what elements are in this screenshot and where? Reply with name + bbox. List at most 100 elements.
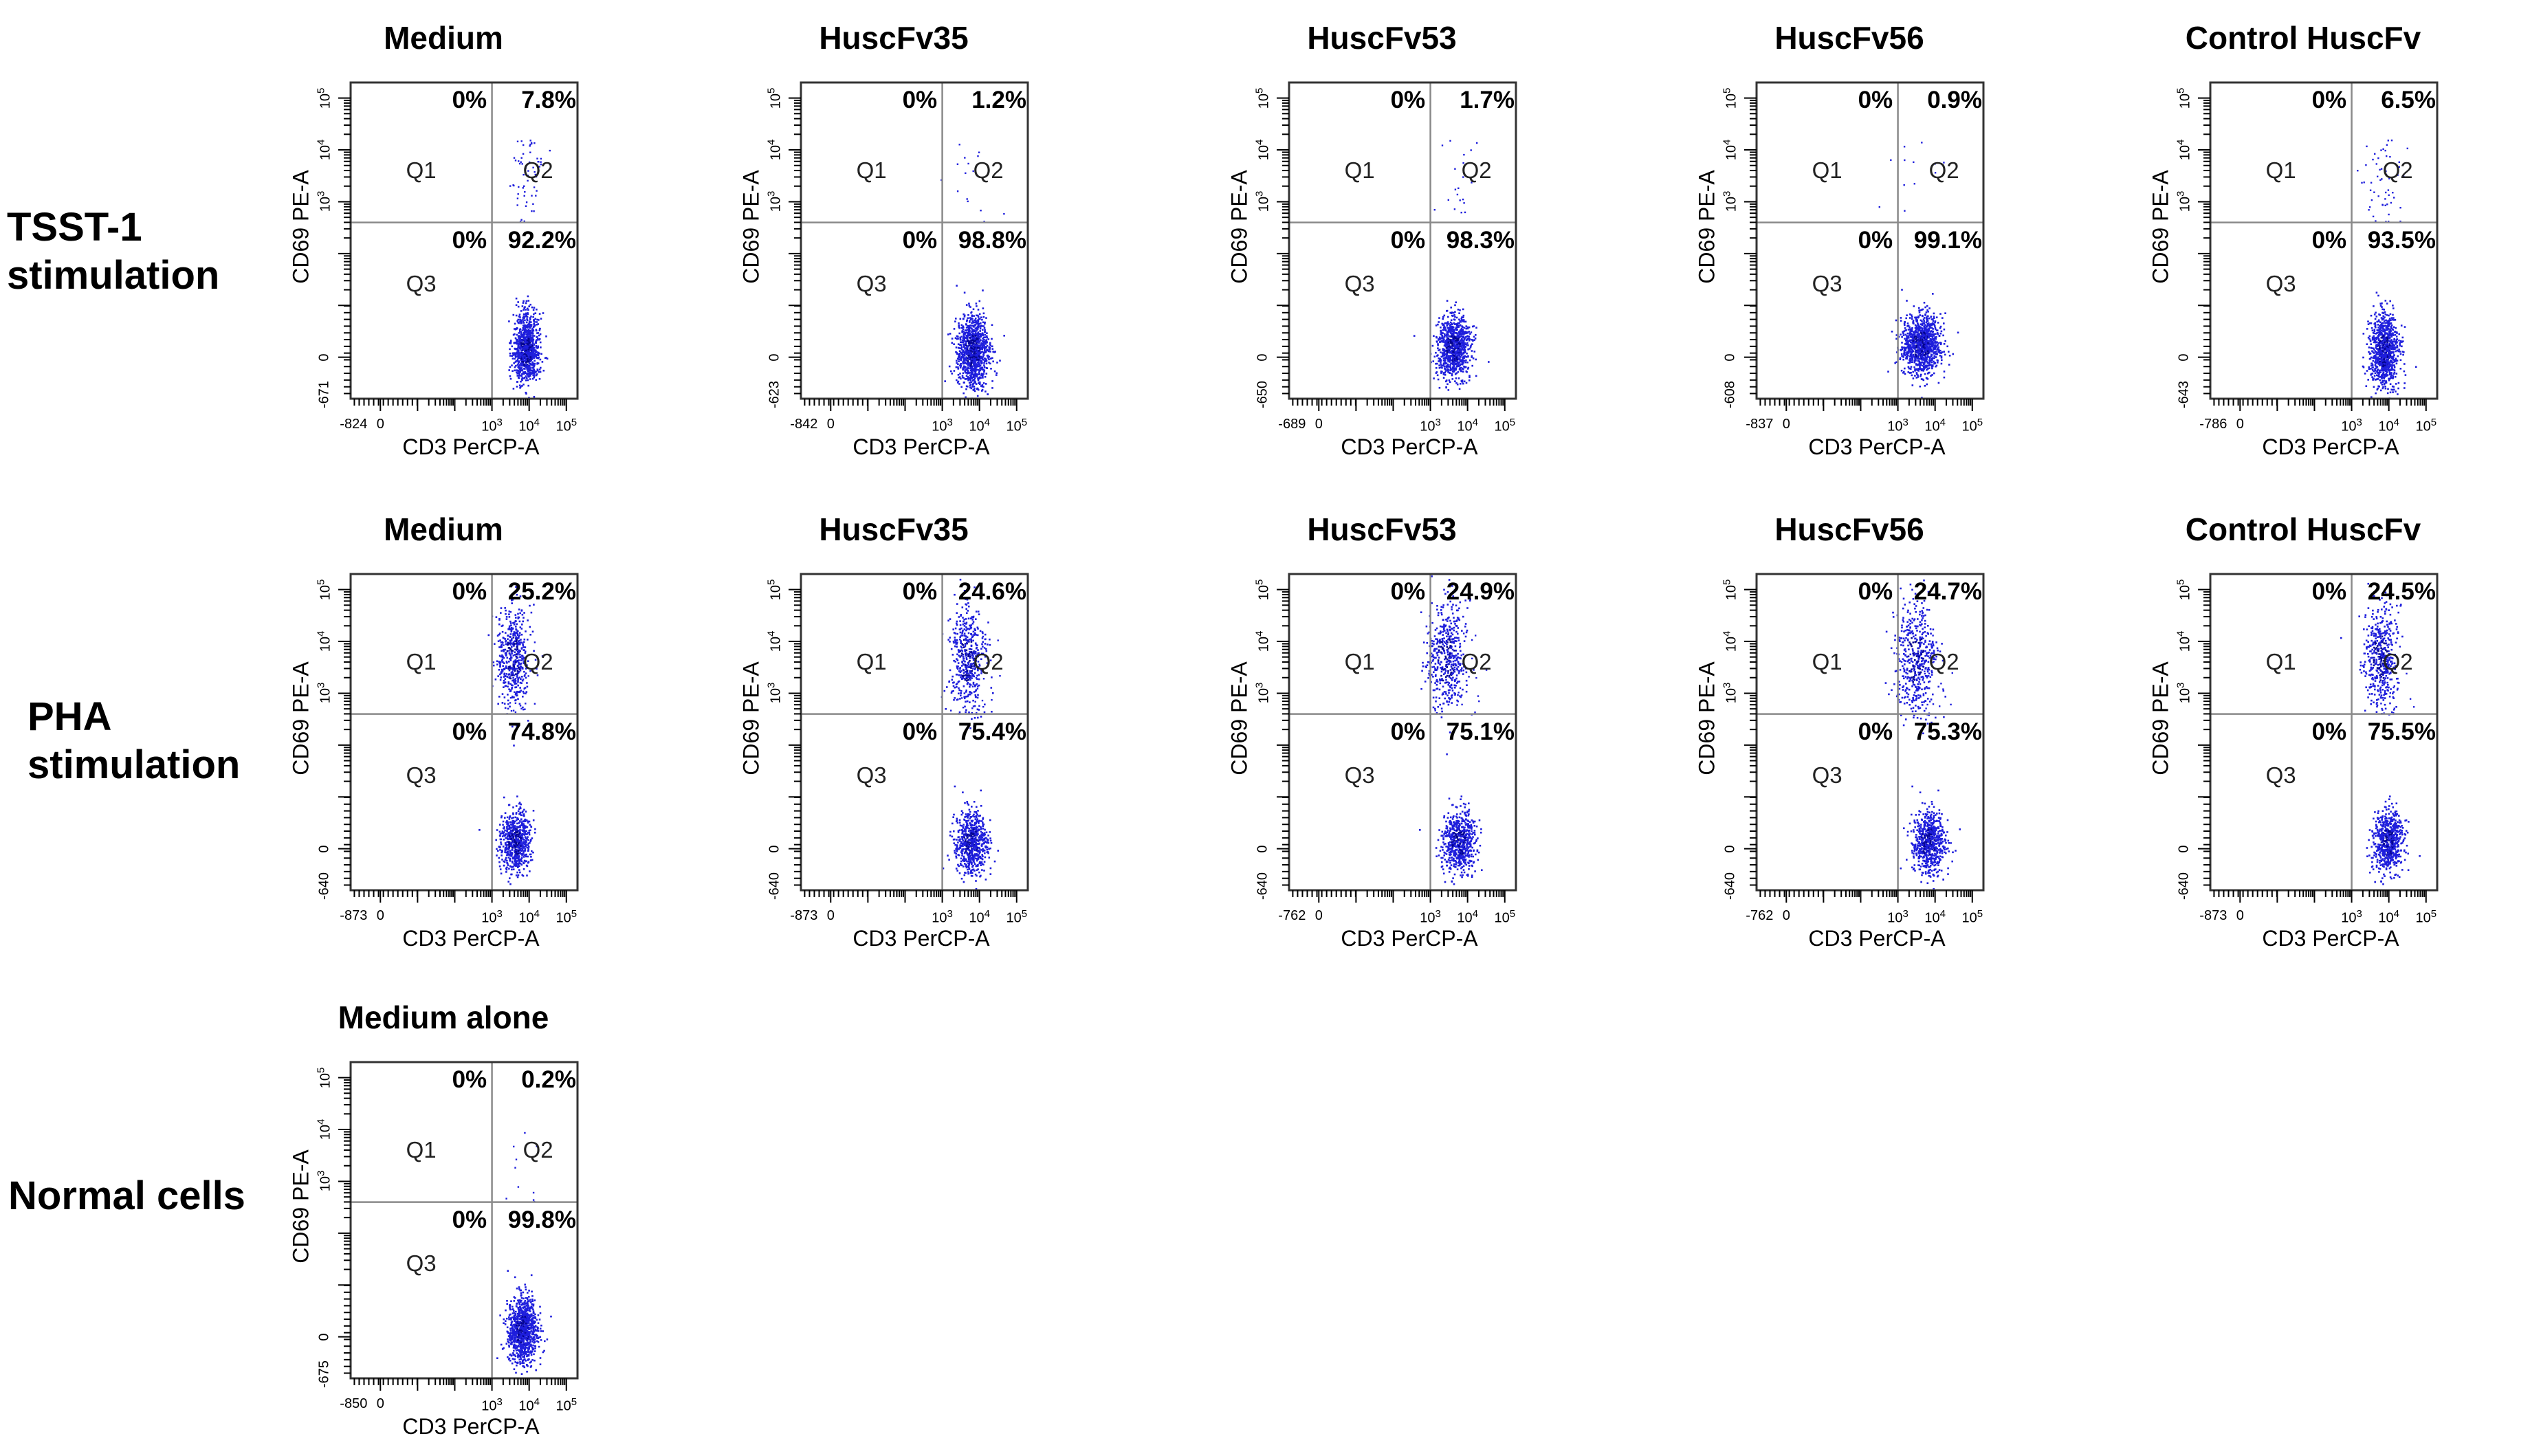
event-dot xyxy=(1442,355,1444,357)
event-dot xyxy=(2385,340,2388,342)
event-dot xyxy=(999,360,1001,362)
event-dot xyxy=(986,344,989,347)
event-dot xyxy=(1458,326,1460,329)
event-dot xyxy=(521,364,523,366)
event-dot xyxy=(1456,338,1458,340)
event-dot xyxy=(1442,377,1445,379)
event-dot xyxy=(1934,172,1937,174)
event-dot xyxy=(1456,340,1459,342)
y-tick-label: 0 xyxy=(1255,353,1270,362)
event-dot xyxy=(2395,342,2397,344)
event-dot xyxy=(1924,347,1926,349)
event-dot xyxy=(1455,316,1458,319)
event-dot xyxy=(2389,313,2392,316)
event-dot xyxy=(2392,348,2395,351)
event-dot xyxy=(1460,359,1462,362)
event-dot xyxy=(515,360,518,362)
event-dot xyxy=(966,349,969,351)
event-dot xyxy=(1458,340,1460,342)
event-dot xyxy=(2382,369,2384,372)
event-dot xyxy=(2403,351,2405,353)
event-dot xyxy=(1448,323,1450,325)
event-dot xyxy=(981,351,984,353)
event-dot xyxy=(980,374,982,377)
event-dot xyxy=(1913,336,1916,338)
x-tick-label: 0 xyxy=(1314,417,1323,432)
event-dot xyxy=(525,357,527,359)
event-dot xyxy=(2396,344,2399,347)
event-dot xyxy=(1450,312,1453,314)
x-tick-label: 105 xyxy=(1961,417,1983,434)
event-dot xyxy=(527,364,529,366)
event-dot xyxy=(2377,356,2379,358)
event-dot xyxy=(980,368,982,370)
event-dot xyxy=(1462,351,1465,354)
event-dot xyxy=(1908,337,1910,339)
event-dot xyxy=(525,302,527,305)
event-dot xyxy=(985,339,988,341)
event-dot xyxy=(1449,140,1451,142)
event-dot xyxy=(974,360,977,362)
event-dot xyxy=(1919,357,1922,360)
event-dot xyxy=(540,318,542,320)
event-dot xyxy=(512,388,515,390)
event-dot xyxy=(1921,320,1923,322)
event-dot xyxy=(976,329,978,331)
event-dot xyxy=(525,324,527,327)
event-dot xyxy=(531,351,534,353)
event-dot xyxy=(528,364,531,367)
event-dot xyxy=(531,377,534,380)
event-dot xyxy=(1924,355,1927,357)
event-dot xyxy=(1464,366,1466,368)
event-dot xyxy=(1935,364,1938,367)
event-dot xyxy=(963,316,966,318)
event-dot xyxy=(532,203,534,205)
event-dot xyxy=(2373,341,2375,344)
event-dot xyxy=(2392,375,2394,377)
event-dot xyxy=(1451,362,1453,364)
event-dot xyxy=(522,364,525,367)
quadrant-q4-percent: 98.3% xyxy=(1446,226,1515,254)
event-dot xyxy=(1908,317,1911,319)
event-dot xyxy=(1911,333,1914,335)
event-dot xyxy=(531,361,534,364)
event-dot xyxy=(1916,328,1918,330)
event-dot xyxy=(1458,312,1460,314)
event-dot xyxy=(1464,331,1466,333)
event-dot xyxy=(974,335,976,337)
event-dot xyxy=(969,348,971,350)
event-dot xyxy=(1925,335,1928,338)
dot-group xyxy=(940,144,1005,399)
event-dot xyxy=(1929,364,1931,366)
event-dot xyxy=(962,372,965,375)
event-dot xyxy=(1940,355,1943,357)
event-dot xyxy=(526,355,528,357)
event-dot xyxy=(951,373,953,375)
event-dot xyxy=(1922,322,1924,325)
event-dot xyxy=(1914,353,1917,355)
event-dot xyxy=(1923,325,1925,328)
event-dot xyxy=(1935,351,1937,353)
event-dot xyxy=(1440,366,1442,368)
event-dot xyxy=(2384,316,2386,318)
event-dot xyxy=(970,363,972,365)
event-dot xyxy=(968,330,970,332)
event-dot xyxy=(2371,338,2374,340)
x-tick-min: -842 xyxy=(790,417,818,432)
event-dot xyxy=(1473,339,1475,341)
event-dot xyxy=(1928,307,1930,309)
event-dot xyxy=(992,351,994,353)
event-dot xyxy=(1915,342,1918,344)
event-dot xyxy=(1926,355,1929,357)
event-dot xyxy=(1456,344,1459,347)
event-dot xyxy=(958,347,960,349)
event-dot xyxy=(965,327,968,329)
event-dot xyxy=(1915,326,1918,329)
event-dot xyxy=(525,354,527,356)
event-dot xyxy=(1457,371,1460,373)
event-dot xyxy=(1932,330,1935,333)
event-dot xyxy=(1920,356,1922,358)
event-dot xyxy=(531,342,534,345)
event-dot xyxy=(1918,325,1921,328)
event-dot xyxy=(527,295,529,298)
